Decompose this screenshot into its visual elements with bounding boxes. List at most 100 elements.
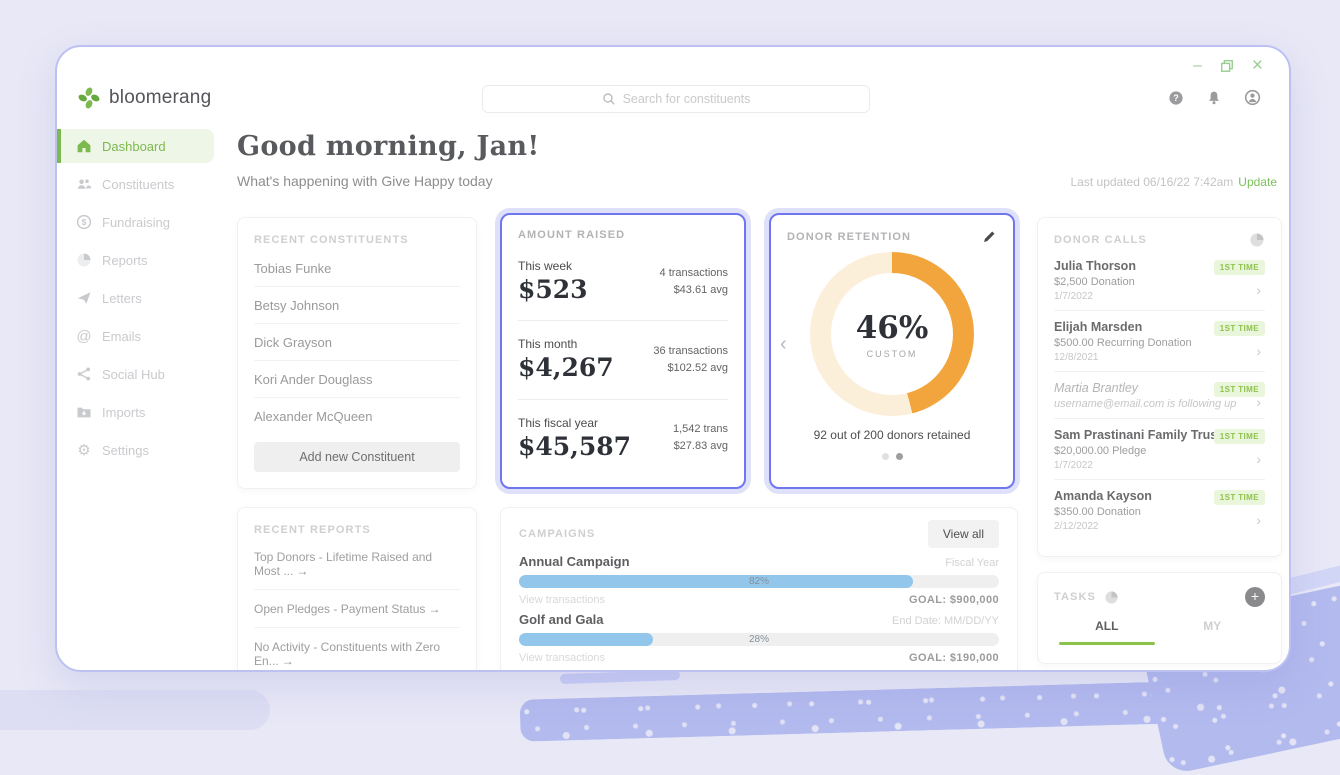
send-icon — [76, 290, 92, 306]
donor-call-entry[interactable]: Sam Prastinani Family Trust $20,000.00 P… — [1054, 419, 1265, 480]
campaign-meta: End Date: MM/DD/YY — [892, 615, 999, 627]
tasks-card: TASKS + ALL MY — [1037, 572, 1282, 664]
report-link[interactable]: No Activity - Constituents with Zero En.… — [254, 628, 460, 670]
recent-constituents-card: RECENT CONSTITUENTS Tobias Funke Betsy J… — [237, 217, 477, 489]
amount-raised-card: AMOUNT RAISED This week $523 4 transacti… — [500, 213, 746, 489]
first-time-badge: 1ST TIME — [1213, 429, 1265, 444]
pie-icon — [76, 252, 92, 268]
sidebar-item-label: Social Hub — [102, 366, 165, 382]
progress-percent: 28% — [748, 634, 769, 645]
campaign-goal: GOAL: $900,000 — [909, 594, 999, 606]
tab-my[interactable]: MY — [1203, 619, 1222, 633]
sidebar-item-dashboard[interactable]: Dashboard — [57, 129, 214, 163]
sidebar-item-constituents[interactable]: Constituents — [57, 167, 217, 201]
app-window: – × bloomerang Search for constituents ? — [55, 45, 1291, 672]
page-title: Good morning, Jan! — [237, 131, 540, 162]
amount-value: $4,267 — [518, 353, 614, 383]
donor-call-entry[interactable]: Julia Thorson $2,500 Donation 1/7/2022 1… — [1054, 250, 1265, 311]
view-transactions-link[interactable]: View transactions — [519, 652, 606, 664]
last-updated: Last updated 06/16/22 7:42am Update — [1071, 175, 1278, 189]
share-icon — [76, 366, 92, 382]
campaign-progress-bar: 28% — [519, 633, 999, 646]
sidebar-item-reports[interactable]: Reports — [57, 243, 217, 277]
amount-value: $523 — [518, 275, 588, 305]
sidebar-item-social-hub[interactable]: Social Hub — [57, 357, 217, 391]
carousel-prev-chevron[interactable]: ‹ — [780, 333, 787, 355]
sidebar-item-settings[interactable]: ⚙ Settings — [57, 433, 217, 467]
search-placeholder: Search for constituents — [622, 92, 751, 106]
donor-detail: $2,500 Donation — [1054, 276, 1135, 288]
help-icon[interactable]: ? — [1168, 90, 1184, 106]
constituent-row[interactable]: Kori Ander Douglass — [254, 361, 460, 398]
report-label: Top Donors - Lifetime Raised and Most ..… — [254, 550, 433, 578]
arrow-right-icon: → — [296, 564, 309, 578]
carousel-dots — [787, 453, 997, 460]
window-controls: – × — [1192, 55, 1263, 76]
first-time-badge: 1ST TIME — [1213, 321, 1265, 336]
donor-detail: $20,000.00 Pledge — [1054, 445, 1147, 457]
chevron-right-icon[interactable]: › — [1256, 512, 1261, 528]
donor-date: 1/7/2022 — [1054, 291, 1093, 302]
progress-percent: 82% — [748, 576, 769, 587]
gear-icon: ⚙ — [77, 441, 91, 459]
at-icon: @ — [76, 327, 92, 345]
brush-stroke-decoration — [0, 690, 270, 730]
donor-call-entry[interactable]: Amanda Kayson $350.00 Donation 2/12/2022… — [1054, 480, 1265, 540]
campaign-name: Annual Campaign — [519, 554, 630, 569]
campaign-name: Golf and Gala — [519, 612, 604, 627]
sidebar-item-imports[interactable]: Imports — [57, 395, 217, 429]
add-task-button[interactable]: + — [1245, 587, 1265, 607]
add-new-constituent-button[interactable]: Add new Constituent — [254, 442, 460, 472]
campaign-row: Golf and Gala End Date: MM/DD/YY 28% Vie… — [519, 612, 999, 664]
retention-percent: 46% — [855, 309, 929, 346]
transactions-count: 4 transactions — [659, 266, 728, 279]
progress-fill — [519, 633, 654, 646]
edit-pencil-icon[interactable] — [982, 229, 997, 244]
minimize-icon[interactable]: – — [1192, 57, 1202, 74]
home-icon — [76, 138, 92, 154]
constituent-row[interactable]: Betsy Johnson — [254, 287, 460, 324]
constituent-row[interactable]: Alexander McQueen — [254, 409, 373, 424]
donor-call-entry[interactable]: Elijah Marsden $500.00 Recurring Donatio… — [1054, 311, 1265, 372]
card-title: CAMPAIGNS — [519, 528, 596, 540]
card-title: DONOR CALLS — [1054, 234, 1147, 246]
amount-raised-row: This week $523 4 transactions $43.61 avg — [518, 243, 728, 322]
carousel-dot[interactable] — [881, 453, 889, 460]
close-icon[interactable]: × — [1251, 55, 1263, 76]
tab-all[interactable]: ALL — [1054, 619, 1160, 645]
chevron-right-icon[interactable]: › — [1256, 343, 1261, 359]
constituent-row[interactable]: Dick Grayson — [254, 324, 460, 361]
retention-caption: 92 out of 200 donors retained — [813, 428, 971, 442]
chevron-right-icon[interactable]: › — [1256, 394, 1261, 410]
amount-raised-row: This fiscal year $45,587 1,542 trans $27… — [518, 400, 728, 477]
donor-call-entry[interactable]: Martia Brantley username@email.com is fo… — [1054, 372, 1265, 419]
view-all-button[interactable]: View all — [927, 520, 999, 548]
chevron-right-icon[interactable]: › — [1256, 451, 1261, 467]
user-account-icon[interactable] — [1244, 89, 1261, 106]
average-value: $102.52 avg — [667, 361, 728, 374]
report-link[interactable]: Open Pledges - Payment Status → — [254, 590, 460, 628]
report-link[interactable]: Top Donors - Lifetime Raised and Most ..… — [254, 538, 460, 590]
sidebar-item-label: Reports — [102, 252, 148, 268]
bloomerang-flower-icon — [77, 86, 101, 110]
search-icon — [602, 92, 616, 106]
card-title: RECENT CONSTITUENTS — [254, 234, 409, 246]
notifications-bell-icon[interactable] — [1206, 90, 1222, 106]
search-input[interactable]: Search for constituents — [482, 85, 870, 113]
brand-logo[interactable]: bloomerang — [77, 86, 211, 110]
carousel-dot-active[interactable] — [895, 453, 903, 460]
donor-date: 1/7/2022 — [1054, 460, 1093, 471]
chevron-right-icon[interactable]: › — [1256, 282, 1261, 298]
amount-value: $45,587 — [518, 431, 632, 461]
view-transactions-link[interactable]: View transactions — [519, 594, 606, 606]
constituent-row[interactable]: Tobias Funke — [254, 250, 460, 287]
restore-icon[interactable] — [1220, 59, 1234, 73]
arrow-right-icon: → — [428, 602, 441, 616]
sidebar-item-letters[interactable]: Letters — [57, 281, 217, 315]
sidebar-item-fundraising[interactable]: $ Fundraising — [57, 205, 217, 239]
sidebar-item-label: Imports — [102, 404, 146, 420]
update-link[interactable]: Update — [1238, 175, 1277, 189]
campaign-progress-bar: 82% — [519, 575, 999, 588]
sidebar-item-emails[interactable]: @ Emails — [57, 319, 217, 353]
sidebar: Dashboard Constituents $ Fundraising Rep… — [57, 129, 217, 471]
